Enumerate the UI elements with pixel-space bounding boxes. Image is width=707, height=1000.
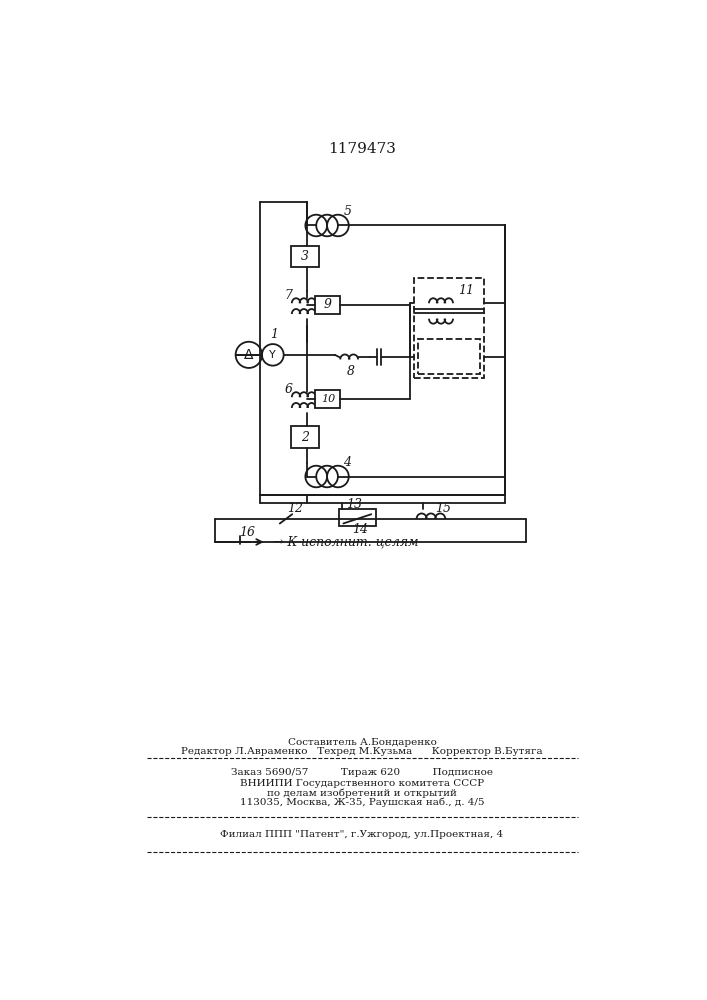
Text: 7: 7 — [284, 289, 292, 302]
Text: 11: 11 — [459, 284, 474, 297]
Bar — [315, 389, 340, 408]
Text: 15: 15 — [436, 502, 451, 515]
Text: 10: 10 — [321, 394, 335, 404]
Text: ВНИИПИ Государственного комитета СССР: ВНИИПИ Государственного комитета СССР — [240, 779, 484, 788]
Text: 1179473: 1179473 — [328, 142, 396, 156]
Text: Филиал ППП "Патент", г.Ужгород, ул.Проектная, 4: Филиал ППП "Патент", г.Ужгород, ул.Проек… — [221, 830, 503, 839]
Bar — [291, 426, 319, 448]
Text: Заказ 5690/57          Тираж 620          Подписное: Заказ 5690/57 Тираж 620 Подписное — [231, 768, 493, 777]
Bar — [339, 509, 376, 526]
Text: → К исполнит. целям: → К исполнит. целям — [273, 535, 419, 548]
Text: 8: 8 — [346, 365, 354, 378]
Text: Δ: Δ — [244, 348, 254, 362]
Text: 16: 16 — [239, 526, 255, 539]
Text: 14: 14 — [352, 523, 368, 536]
Bar — [315, 296, 340, 314]
Text: 2: 2 — [300, 431, 308, 444]
Bar — [291, 246, 319, 267]
Text: Редактор Л.Авраменко   Техред М.Кузьма      Корректор В.Бутяга: Редактор Л.Авраменко Техред М.Кузьма Кор… — [181, 747, 543, 756]
Text: 113035, Москва, Ж-35, Раушская наб., д. 4/5: 113035, Москва, Ж-35, Раушская наб., д. … — [240, 797, 484, 807]
Text: 13: 13 — [346, 498, 362, 512]
Bar — [414, 278, 484, 378]
Text: по делам изобретений и открытий: по делам изобретений и открытий — [267, 788, 457, 798]
Text: 1: 1 — [270, 328, 279, 341]
Text: Составитель А.Бондаренко: Составитель А.Бондаренко — [288, 738, 436, 747]
Text: 9: 9 — [324, 298, 332, 311]
Text: 12: 12 — [287, 502, 303, 515]
Text: 4: 4 — [343, 456, 351, 469]
Text: 6: 6 — [284, 383, 292, 396]
Bar — [418, 339, 480, 374]
Text: 3: 3 — [300, 250, 308, 263]
Text: Y: Y — [269, 350, 276, 360]
Text: 5: 5 — [343, 205, 351, 218]
